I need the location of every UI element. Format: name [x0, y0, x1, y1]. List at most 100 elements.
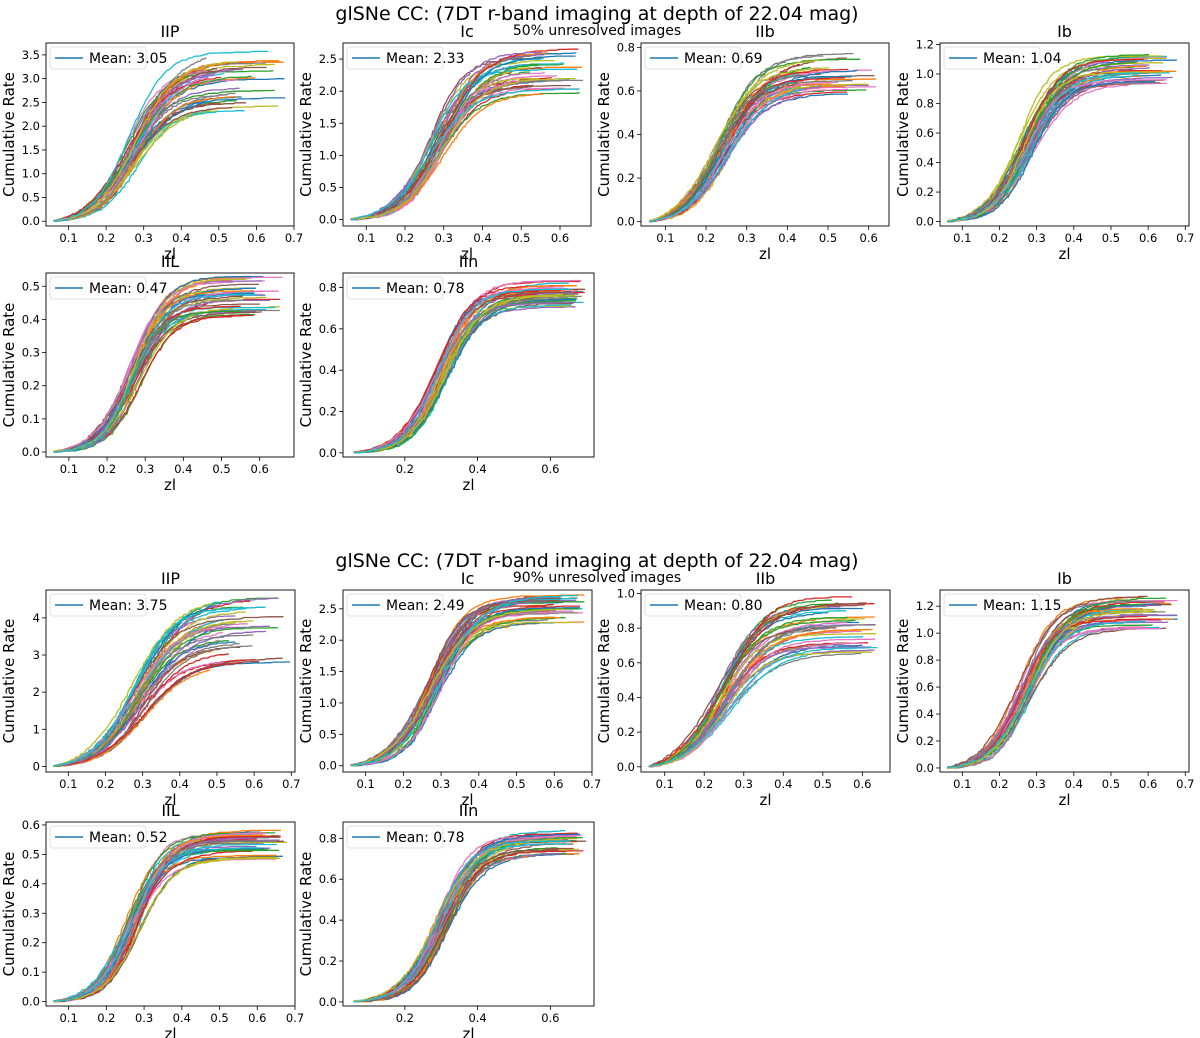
legend-box	[49, 276, 147, 300]
legend: Mean: 0.80	[644, 593, 762, 617]
y-axis-label: Cumulative Rate	[0, 619, 18, 744]
series-group	[53, 275, 283, 453]
y-tick-label: 1.5	[319, 116, 337, 130]
section-1-subtitle: 50% unresolved images	[513, 23, 681, 39]
x-tick-label: 0.4	[470, 777, 488, 791]
y-tick-label: 0.1	[22, 965, 40, 979]
legend-label: Mean: 3.75	[89, 598, 167, 614]
x-tick-label: 0.3	[435, 231, 453, 245]
series-group	[648, 596, 878, 768]
axes-frame	[342, 821, 595, 1007]
series-line-31	[648, 644, 863, 768]
series-line-39	[53, 61, 240, 222]
panel-11: 0.1 0.2 0.3 0.4 0.5 0.6 0.7 0.0 0.1 0.2 0.3 0.4 0.5 0…	[0, 801, 304, 1038]
series-group	[53, 597, 291, 768]
legend: Mean: 0.69	[644, 46, 762, 70]
series-group	[53, 829, 287, 1003]
y-tick-label: 2.0	[22, 119, 40, 133]
panel-title: IIL	[161, 252, 179, 271]
series-group	[53, 50, 286, 222]
legend-label: Mean: 0.80	[684, 598, 762, 614]
legend-box	[346, 825, 444, 849]
section-2-subtitle: 90% unresolved images	[513, 570, 681, 586]
series-line-36	[353, 849, 559, 1002]
y-tick-label: 1.0	[319, 696, 337, 710]
series-line-40	[350, 594, 579, 766]
x-tick-label: 0.6	[251, 462, 269, 476]
legend: Mean: 0.78	[346, 276, 464, 300]
series-line-33	[53, 75, 252, 222]
axes-frame	[45, 42, 295, 227]
series-line-39	[53, 856, 279, 1003]
y-tick-label: 0.6	[617, 84, 635, 98]
y-tick-label: 0.4	[319, 363, 337, 377]
panel-9: 0.1 0.2 0.3 0.4 0.5 0.6 0.0 0.2 0.4 0.6 0.8 1.0 IIb z…	[595, 569, 891, 809]
series-line-38	[648, 80, 853, 223]
x-tick-label: 0.5	[819, 231, 837, 245]
x-tick-label: 0.3	[432, 777, 450, 791]
series-line-40	[353, 288, 574, 454]
panel-title: IIL	[161, 801, 179, 820]
series-line-36	[53, 106, 233, 222]
series-line-39	[947, 71, 1165, 222]
y-tick-label: 0.6	[617, 656, 635, 670]
panel-title: Ib	[1057, 22, 1072, 41]
x-tick-label: 0.1	[357, 231, 375, 245]
legend-label: Mean: 3.05	[89, 51, 167, 67]
legend: Mean: 0.52	[49, 825, 167, 849]
x-tick-label: 0.3	[136, 462, 154, 476]
y-tick-label: 0.8	[319, 280, 337, 294]
legend-label: Mean: 2.49	[386, 598, 464, 614]
panel-title: Ic	[461, 569, 475, 588]
axes-frame	[342, 589, 593, 773]
x-tick-label: 0.4	[1065, 777, 1083, 791]
legend-box	[943, 593, 1041, 617]
series-line-32	[648, 628, 862, 768]
series-group	[947, 595, 1178, 769]
y-tick-label: 0.5	[22, 190, 40, 204]
section-2-title: glSNe CC: (7DT r-band imaging at depth o…	[335, 550, 858, 572]
x-axis-label: zl	[1058, 245, 1070, 263]
x-tick-label: 0.7	[286, 1011, 304, 1025]
x-tick-label: 0.4	[174, 462, 192, 476]
axes-frame	[45, 589, 296, 773]
y-tick-label: 1	[33, 722, 40, 736]
y-tick-label: 0.5	[319, 727, 337, 741]
y-tick-label: 0.8	[319, 831, 337, 845]
series-group	[353, 279, 585, 454]
series-line-37	[648, 638, 875, 768]
x-tick-label: 0.2	[695, 777, 713, 791]
y-tick-label: 3.5	[22, 48, 40, 62]
y-tick-label: 0.5	[22, 847, 40, 861]
y-axis-label: Cumulative Rate	[297, 303, 315, 428]
panel-3: 0.1 0.2 0.3 0.4 0.5 0.6 0.0 0.2 0.4 0.6 0.8 IIb zl Cu…	[595, 22, 890, 263]
panel-6: 0.2 0.4 0.6 0.0 0.2 0.4 0.6 0.8 IIn zl Cumulative …	[297, 252, 595, 494]
series-line-28	[350, 612, 578, 766]
series-line-33	[648, 616, 849, 768]
y-axis-label: Cumulative Rate	[894, 619, 912, 744]
x-tick-label: 0.1	[59, 1011, 77, 1025]
y-tick-label: 2.5	[319, 602, 337, 616]
legend-label: Mean: 0.69	[684, 51, 762, 67]
x-axis-label: zl	[164, 245, 176, 263]
series-line-29	[648, 633, 876, 768]
series-line-37	[649, 81, 839, 223]
series-group	[648, 52, 877, 223]
series-line-38	[53, 94, 228, 222]
x-tick-label: 0.4	[778, 231, 796, 245]
x-tick-label: 0.1	[656, 777, 674, 791]
y-tick-label: 0.0	[617, 760, 635, 774]
y-tick-label: 0.0	[22, 995, 40, 1009]
x-axis-label: zl	[164, 791, 176, 809]
x-tick-label: 0.6	[248, 1011, 266, 1025]
y-tick-label: 0.2	[916, 185, 934, 199]
x-tick-label: 0.3	[135, 1011, 153, 1025]
y-tick-label: 3.0	[22, 72, 40, 86]
x-axis-label: zl	[461, 245, 473, 263]
x-tick-label: 0.2	[990, 231, 1008, 245]
y-axis-label: Cumulative Rate	[297, 72, 315, 197]
x-tick-label: 0.1	[656, 231, 674, 245]
series-line-40	[353, 839, 571, 1003]
series-line-32	[947, 608, 1143, 769]
y-tick-label: 0.0	[319, 995, 337, 1009]
